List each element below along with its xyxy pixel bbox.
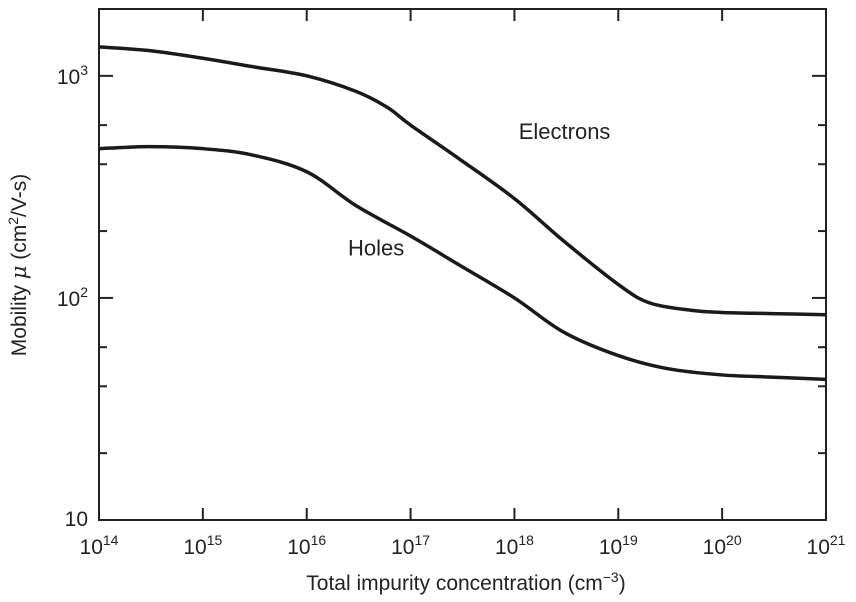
x-tick-label: 1019: [599, 532, 638, 559]
x-tick-label-exp: 21: [830, 532, 846, 548]
x-tick-label: 1014: [80, 532, 119, 559]
y-tick-label-exp: 3: [80, 62, 88, 78]
x-tick-label-base: 10: [495, 536, 518, 559]
x-tick-label-base: 10: [80, 536, 103, 559]
y-tick-label: 10: [65, 508, 88, 531]
y-tick-label-base: 10: [57, 288, 80, 311]
x-tick-label-exp: 20: [726, 532, 742, 548]
y-tick-label-base: 10: [57, 66, 80, 89]
x-tick-label-base: 10: [287, 536, 310, 559]
y-axis-label: Mobility μ (cm2/V-s): [5, 174, 31, 356]
y-tick-label-base: 10: [65, 508, 88, 531]
x-tick-label-exp: 15: [207, 532, 223, 548]
plot-frame: [98, 8, 827, 521]
series-label-electrons: Electrons: [519, 119, 611, 144]
x-tick-label: 1016: [287, 532, 326, 559]
x-tick-label: 1017: [391, 532, 430, 559]
x-tick-label: 1020: [703, 532, 742, 559]
x-tick-label: 1015: [183, 532, 222, 559]
x-tick-label-exp: 14: [103, 532, 119, 548]
x-tick-label-exp: 18: [518, 532, 534, 548]
x-tick-label-exp: 19: [622, 532, 638, 548]
series-line-holes: [98, 144, 827, 382]
x-tick-label: 1018: [495, 532, 534, 559]
series-line-electrons: [98, 45, 827, 317]
series-labels: Electrons Holes: [348, 119, 610, 261]
x-tick-label: 1021: [807, 532, 846, 559]
x-tick-label-exp: 16: [311, 532, 327, 548]
x-tick-label-base: 10: [599, 536, 622, 559]
y-tick-label: 103: [57, 62, 88, 89]
axis-ticks: [98, 9, 827, 521]
x-axis-label: Total impurity concentration (cm−3): [306, 569, 625, 595]
y-tick-label: 102: [57, 284, 88, 311]
y-tick-label-exp: 2: [80, 284, 88, 300]
x-tick-label-base: 10: [807, 536, 830, 559]
x-tick-label-base: 10: [391, 536, 414, 559]
x-tick-label-base: 10: [703, 536, 726, 559]
x-tick-label-base: 10: [183, 536, 206, 559]
x-tick-label-exp: 17: [414, 532, 430, 548]
series-lines: [98, 45, 827, 382]
series-label-holes: Holes: [348, 236, 404, 261]
